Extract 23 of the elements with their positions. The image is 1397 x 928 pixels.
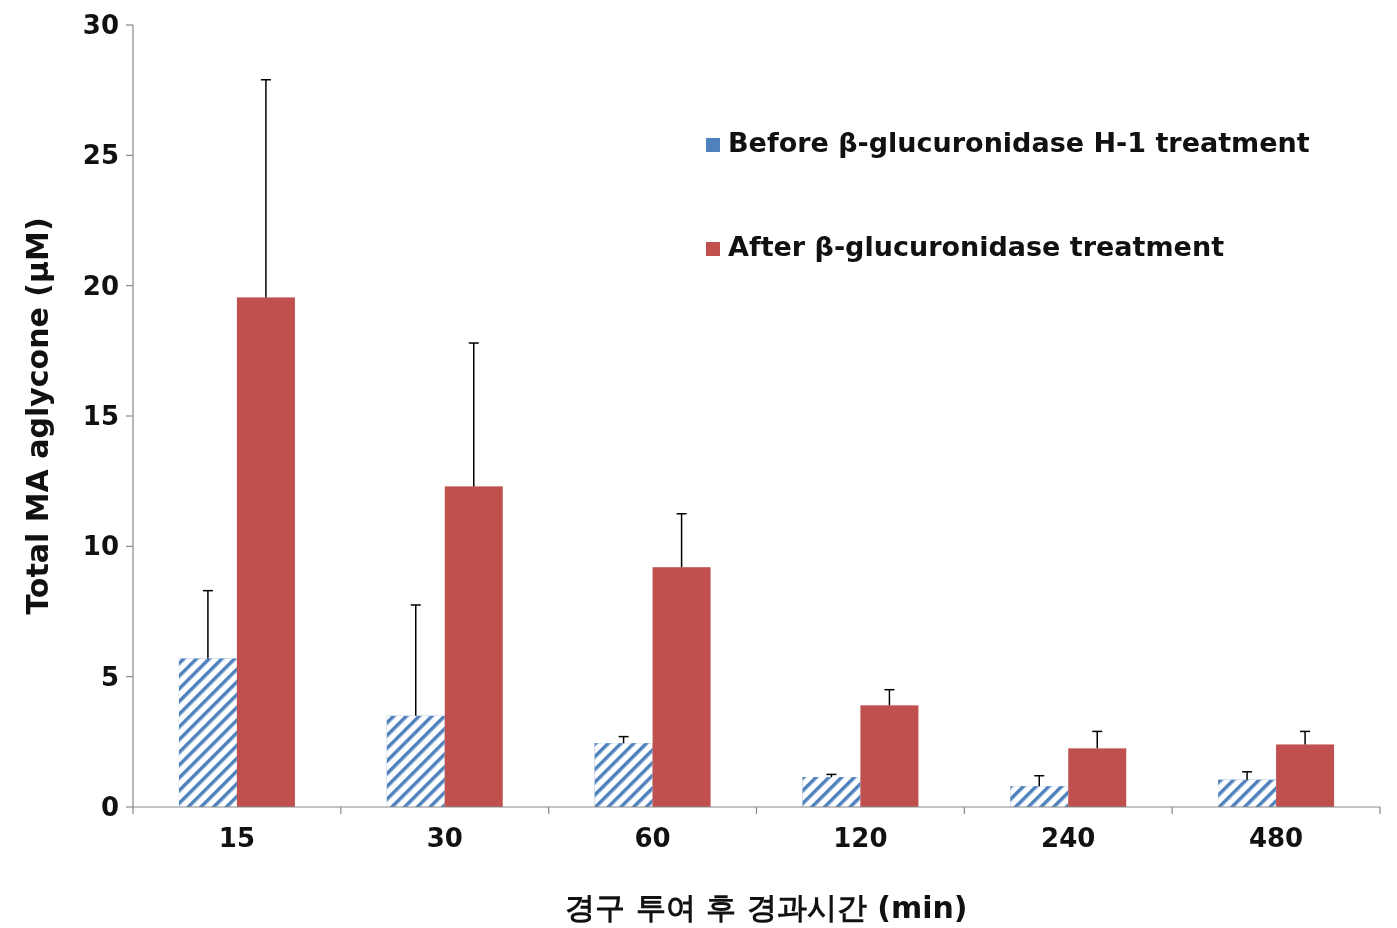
x-tick-label: 240 xyxy=(1041,823,1096,853)
y-tick-label: 30 xyxy=(82,10,119,40)
y-tick-label: 25 xyxy=(82,140,119,171)
x-tick-label: 30 xyxy=(426,823,463,853)
y-tick-label: 20 xyxy=(82,270,119,301)
x-tick-label: 60 xyxy=(634,823,671,853)
legend-label: Before β-glucuronidase H-1 treatment xyxy=(728,127,1310,158)
x-tick-label: 120 xyxy=(833,823,888,853)
y-axis-title: Total MA aglycone (μM) xyxy=(20,217,55,615)
y-tick-label: 10 xyxy=(82,531,119,562)
bar xyxy=(236,297,295,807)
bar xyxy=(1068,748,1127,807)
bar xyxy=(1276,744,1335,807)
bar xyxy=(652,567,711,807)
y-tick-label: 5 xyxy=(100,661,119,692)
x-tick-label: 480 xyxy=(1248,823,1304,853)
bar xyxy=(860,705,919,807)
x-axis-title: 경구 투여 후 경과시간 (min) xyxy=(565,890,968,925)
x-tick-label: 15 xyxy=(218,823,256,853)
legend-label: After β-glucuronidase treatment xyxy=(728,231,1225,262)
y-tick-label: 15 xyxy=(82,401,119,431)
bar xyxy=(444,486,503,807)
y-tick-label: 0 xyxy=(100,792,119,822)
